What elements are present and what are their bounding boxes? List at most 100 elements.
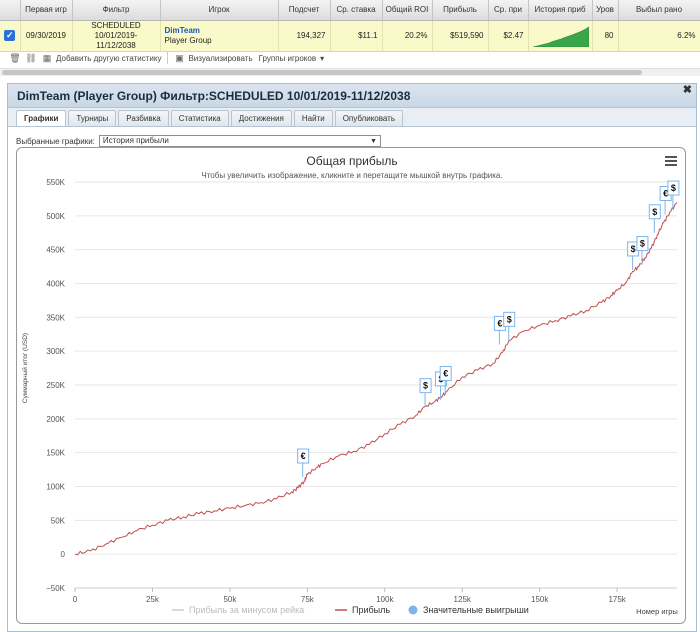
panel-tabs: Графики Турниры Разбивка Статистика Дост… (16, 110, 403, 127)
filter-line-1: SCHEDULED (91, 20, 141, 30)
selected-charts-label: Выбранные графики: (16, 136, 95, 146)
significant-win-flag[interactable]: € (439, 365, 452, 395)
y-tick-label: −50K (46, 584, 66, 593)
y-tick-label: 550K (46, 178, 65, 187)
significant-win-flag[interactable]: € (297, 448, 310, 478)
flag-box (648, 204, 661, 220)
trash-icon[interactable]: 🗑 (9, 52, 21, 63)
flag-currency-label: € (443, 368, 448, 378)
significant-win-flag[interactable]: $ (636, 236, 649, 265)
y-axis-label: Суммарный итог (USD) (21, 333, 29, 403)
chevron-down-icon: ▾ (320, 53, 325, 63)
cell-player[interactable]: DimTeam Player Group (160, 20, 279, 52)
significant-win-flag[interactable]: $ (503, 311, 516, 341)
col-header-early-out[interactable]: Выбыл рано (618, 0, 700, 21)
tab-find[interactable]: Найти (293, 110, 333, 126)
tab-publish[interactable]: Опубликовать (334, 110, 403, 126)
image-icon: ▣ (175, 52, 184, 63)
chart-menu-icon[interactable] (665, 156, 677, 166)
chevron-down-icon: ▼ (369, 138, 377, 145)
legend-label-rake: Прибыль за минусом рейка (189, 605, 304, 615)
cell-avg-stake: $11.1 (330, 20, 383, 52)
cell-filter: SCHEDULED 10/01/2019- 11/12/2038 (72, 20, 161, 52)
legend-item-rake: Прибыль за минусом рейка (172, 605, 304, 615)
significant-win-flag[interactable]: $ (667, 180, 680, 210)
flag-currency-label: $ (423, 381, 428, 391)
cell-profit: $519,590 (432, 20, 489, 52)
table-row[interactable]: ✓ 09/30/2019 SCHEDULED 10/01/2019- 11/12/2… (0, 20, 700, 52)
col-header-avg-stake[interactable]: Ср. ставка (330, 0, 383, 21)
col-header-roi[interactable]: Общий ROI (382, 0, 433, 21)
col-header-player[interactable]: Игрок (160, 0, 279, 21)
link-icon[interactable]: ⛓ (25, 52, 37, 63)
flag-box (297, 448, 310, 464)
table-toolbar: 🗑 ⛓ ▦ Добавить другую статистику ▣ Визуали… (0, 50, 700, 66)
tab-charts[interactable]: Графики (16, 110, 67, 127)
selected-charts-row: Выбранные графики: История прибыли ▼ (16, 135, 381, 147)
legend-label-wins: Значительные выигрыши (423, 605, 529, 615)
x-tick-label: 25k (146, 595, 160, 604)
y-tick-label: 300K (46, 347, 65, 356)
filter-line-3: 11/12/2038 (96, 40, 136, 50)
profit-history-sparkline[interactable] (532, 25, 589, 47)
x-tick-label: 150k (531, 595, 549, 604)
y-tick-label: 150K (46, 449, 65, 458)
col-header-history[interactable]: История приб (528, 0, 593, 21)
y-tick-label: 500K (46, 212, 65, 221)
col-header-profit[interactable]: Прибыль (432, 0, 489, 21)
col-header-first-game[interactable]: Первая игр (20, 0, 73, 21)
flag-box (439, 365, 452, 381)
cell-first-game: 09/30/2019 (20, 20, 73, 52)
scrollbar-thumb[interactable] (2, 70, 642, 75)
menu-bar (665, 160, 677, 162)
flag-currency-label: $ (507, 314, 512, 324)
horizontal-scrollbar[interactable] (0, 68, 700, 76)
y-tick-label: 450K (46, 246, 65, 255)
table-icon: ▦ (42, 52, 52, 63)
legend-swatch-wins (408, 605, 418, 615)
toolbar-divider (167, 52, 169, 64)
results-table: Первая игр Фильтр Игрок Подсчет Ср. став… (0, 0, 700, 52)
cell-roi: 20.2% (382, 20, 433, 52)
player-groups-dropdown[interactable]: Группы игроков ▾ (259, 54, 324, 63)
panel-title: DimTeam (Player Group) Фильтр:SCHEDULED … (8, 84, 696, 108)
significant-win-flag[interactable]: $ (419, 378, 432, 407)
check-icon[interactable]: ✓ (4, 30, 16, 41)
significant-win-flag[interactable]: $ (648, 204, 661, 233)
visualize-button[interactable]: ▣ Визуализировать (174, 53, 252, 63)
visualize-label: Визуализировать (188, 53, 253, 63)
chart-title: Общая прибыль (306, 154, 397, 168)
y-tick-label: 350K (46, 313, 65, 322)
add-stat-label: Добавить другую статистику (56, 53, 162, 63)
flag-currency-label: $ (652, 207, 657, 217)
row-checkbox-cell[interactable]: ✓ (0, 20, 21, 52)
tab-statistics[interactable]: Статистика (170, 110, 229, 126)
y-tick-label: 50K (51, 516, 66, 525)
profit-chart[interactable]: Общая прибыль Чтобы увеличить изображение… (17, 148, 687, 625)
x-axis-label: Номер игры (636, 607, 678, 616)
col-header-level[interactable]: Уров (592, 0, 619, 21)
y-tick-label: 100K (46, 483, 65, 492)
chart-subtitle: Чтобы увеличить изображение, кликните и … (201, 171, 502, 180)
cell-history[interactable] (528, 20, 593, 52)
flag-box (636, 236, 649, 252)
add-stat-button[interactable]: ▦ Добавить другую статистику (42, 52, 162, 63)
tab-breakdown[interactable]: Разбивка (118, 110, 169, 126)
profit-series-line[interactable] (74, 202, 678, 556)
tab-achievements[interactable]: Достижения (230, 110, 292, 126)
y-tick-label: 0 (61, 550, 66, 559)
selected-charts-select[interactable]: История прибыли ▼ (98, 135, 381, 147)
flag-box (419, 378, 432, 394)
close-icon[interactable]: ✖ (682, 84, 692, 96)
y-tick-label: 400K (46, 280, 65, 289)
col-header-avg-profit[interactable]: Ср. при (488, 0, 529, 21)
tab-tournaments[interactable]: Турниры (68, 110, 117, 126)
profit-chart-container[interactable]: Общая прибыль Чтобы увеличить изображение… (16, 147, 686, 624)
selected-charts-value: История прибыли (102, 136, 169, 145)
col-header-select[interactable] (0, 0, 21, 21)
col-header-count[interactable]: Подсчет (278, 0, 331, 21)
player-name-link[interactable]: DimTeam (164, 25, 200, 35)
flag-currency-label: $ (640, 239, 645, 249)
col-header-filter[interactable]: Фильтр (72, 0, 161, 21)
